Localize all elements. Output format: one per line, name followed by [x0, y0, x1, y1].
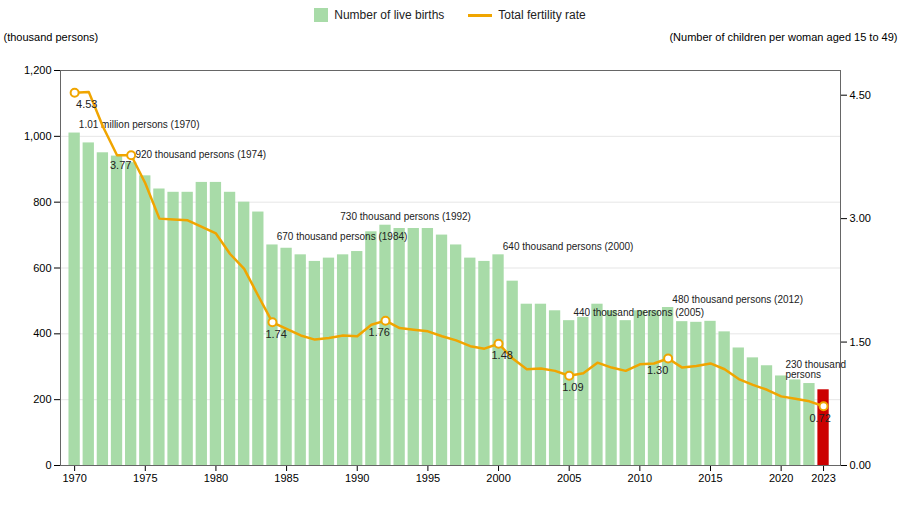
svg-text:1970: 1970 — [62, 472, 86, 484]
svg-text:2020: 2020 — [769, 472, 793, 484]
svg-text:3.77: 3.77 — [110, 159, 131, 171]
svg-text:1985: 1985 — [274, 472, 298, 484]
svg-text:2010: 2010 — [628, 472, 652, 484]
svg-text:1,000: 1,000 — [24, 130, 52, 142]
svg-text:670 thousand persons (1984): 670 thousand persons (1984) — [277, 231, 408, 242]
svg-text:2005: 2005 — [557, 472, 581, 484]
svg-text:(thousand persons): (thousand persons) — [4, 31, 99, 43]
svg-text:1.76: 1.76 — [369, 326, 390, 338]
svg-text:1.48: 1.48 — [491, 349, 512, 361]
svg-text:1.50: 1.50 — [850, 336, 871, 348]
svg-text:1980: 1980 — [204, 472, 228, 484]
svg-text:920 thousand persons (1974): 920 thousand persons (1974) — [135, 149, 266, 160]
svg-text:0.00: 0.00 — [850, 459, 871, 471]
svg-text:0: 0 — [45, 459, 51, 471]
svg-text:1.01 million persons (1970): 1.01 million persons (1970) — [79, 119, 200, 130]
svg-text:0.72: 0.72 — [809, 412, 830, 424]
svg-text:4.53: 4.53 — [76, 98, 97, 110]
svg-text:1.09: 1.09 — [562, 381, 583, 393]
svg-text:1975: 1975 — [133, 472, 157, 484]
svg-text:400: 400 — [33, 327, 51, 339]
html-text:Number of live births: Number of live births — [334, 8, 445, 22]
svg-text:480 thousand persons (2012): 480 thousand persons (2012) — [672, 294, 803, 305]
svg-text:800: 800 — [33, 196, 51, 208]
svg-text:1.74: 1.74 — [265, 328, 286, 340]
svg-text:200: 200 — [33, 393, 51, 405]
svg-text:4.50: 4.50 — [850, 89, 871, 101]
svg-text:230 thousandpersons: 230 thousandpersons — [785, 359, 846, 380]
svg-text:1990: 1990 — [345, 472, 369, 484]
svg-text:640 thousand persons (2000): 640 thousand persons (2000) — [503, 241, 634, 252]
svg-text:730 thousand persons (1992): 730 thousand persons (1992) — [340, 211, 471, 222]
svg-text:600: 600 — [33, 262, 51, 274]
html-text:Total fertility rate: Total fertility rate — [498, 8, 586, 22]
svg-text:2015: 2015 — [698, 472, 722, 484]
svg-text:(Number of children per woman: (Number of children per woman aged 15 to… — [669, 31, 897, 43]
svg-text:1.30: 1.30 — [647, 364, 668, 376]
svg-text:440 thousand persons (2005): 440 thousand persons (2005) — [573, 307, 704, 318]
svg-text:3.00: 3.00 — [850, 212, 871, 224]
svg-text:1995: 1995 — [416, 472, 440, 484]
svg-text:2023: 2023 — [811, 472, 835, 484]
svg-text:2000: 2000 — [486, 472, 510, 484]
svg-text:1,200: 1,200 — [24, 64, 52, 76]
